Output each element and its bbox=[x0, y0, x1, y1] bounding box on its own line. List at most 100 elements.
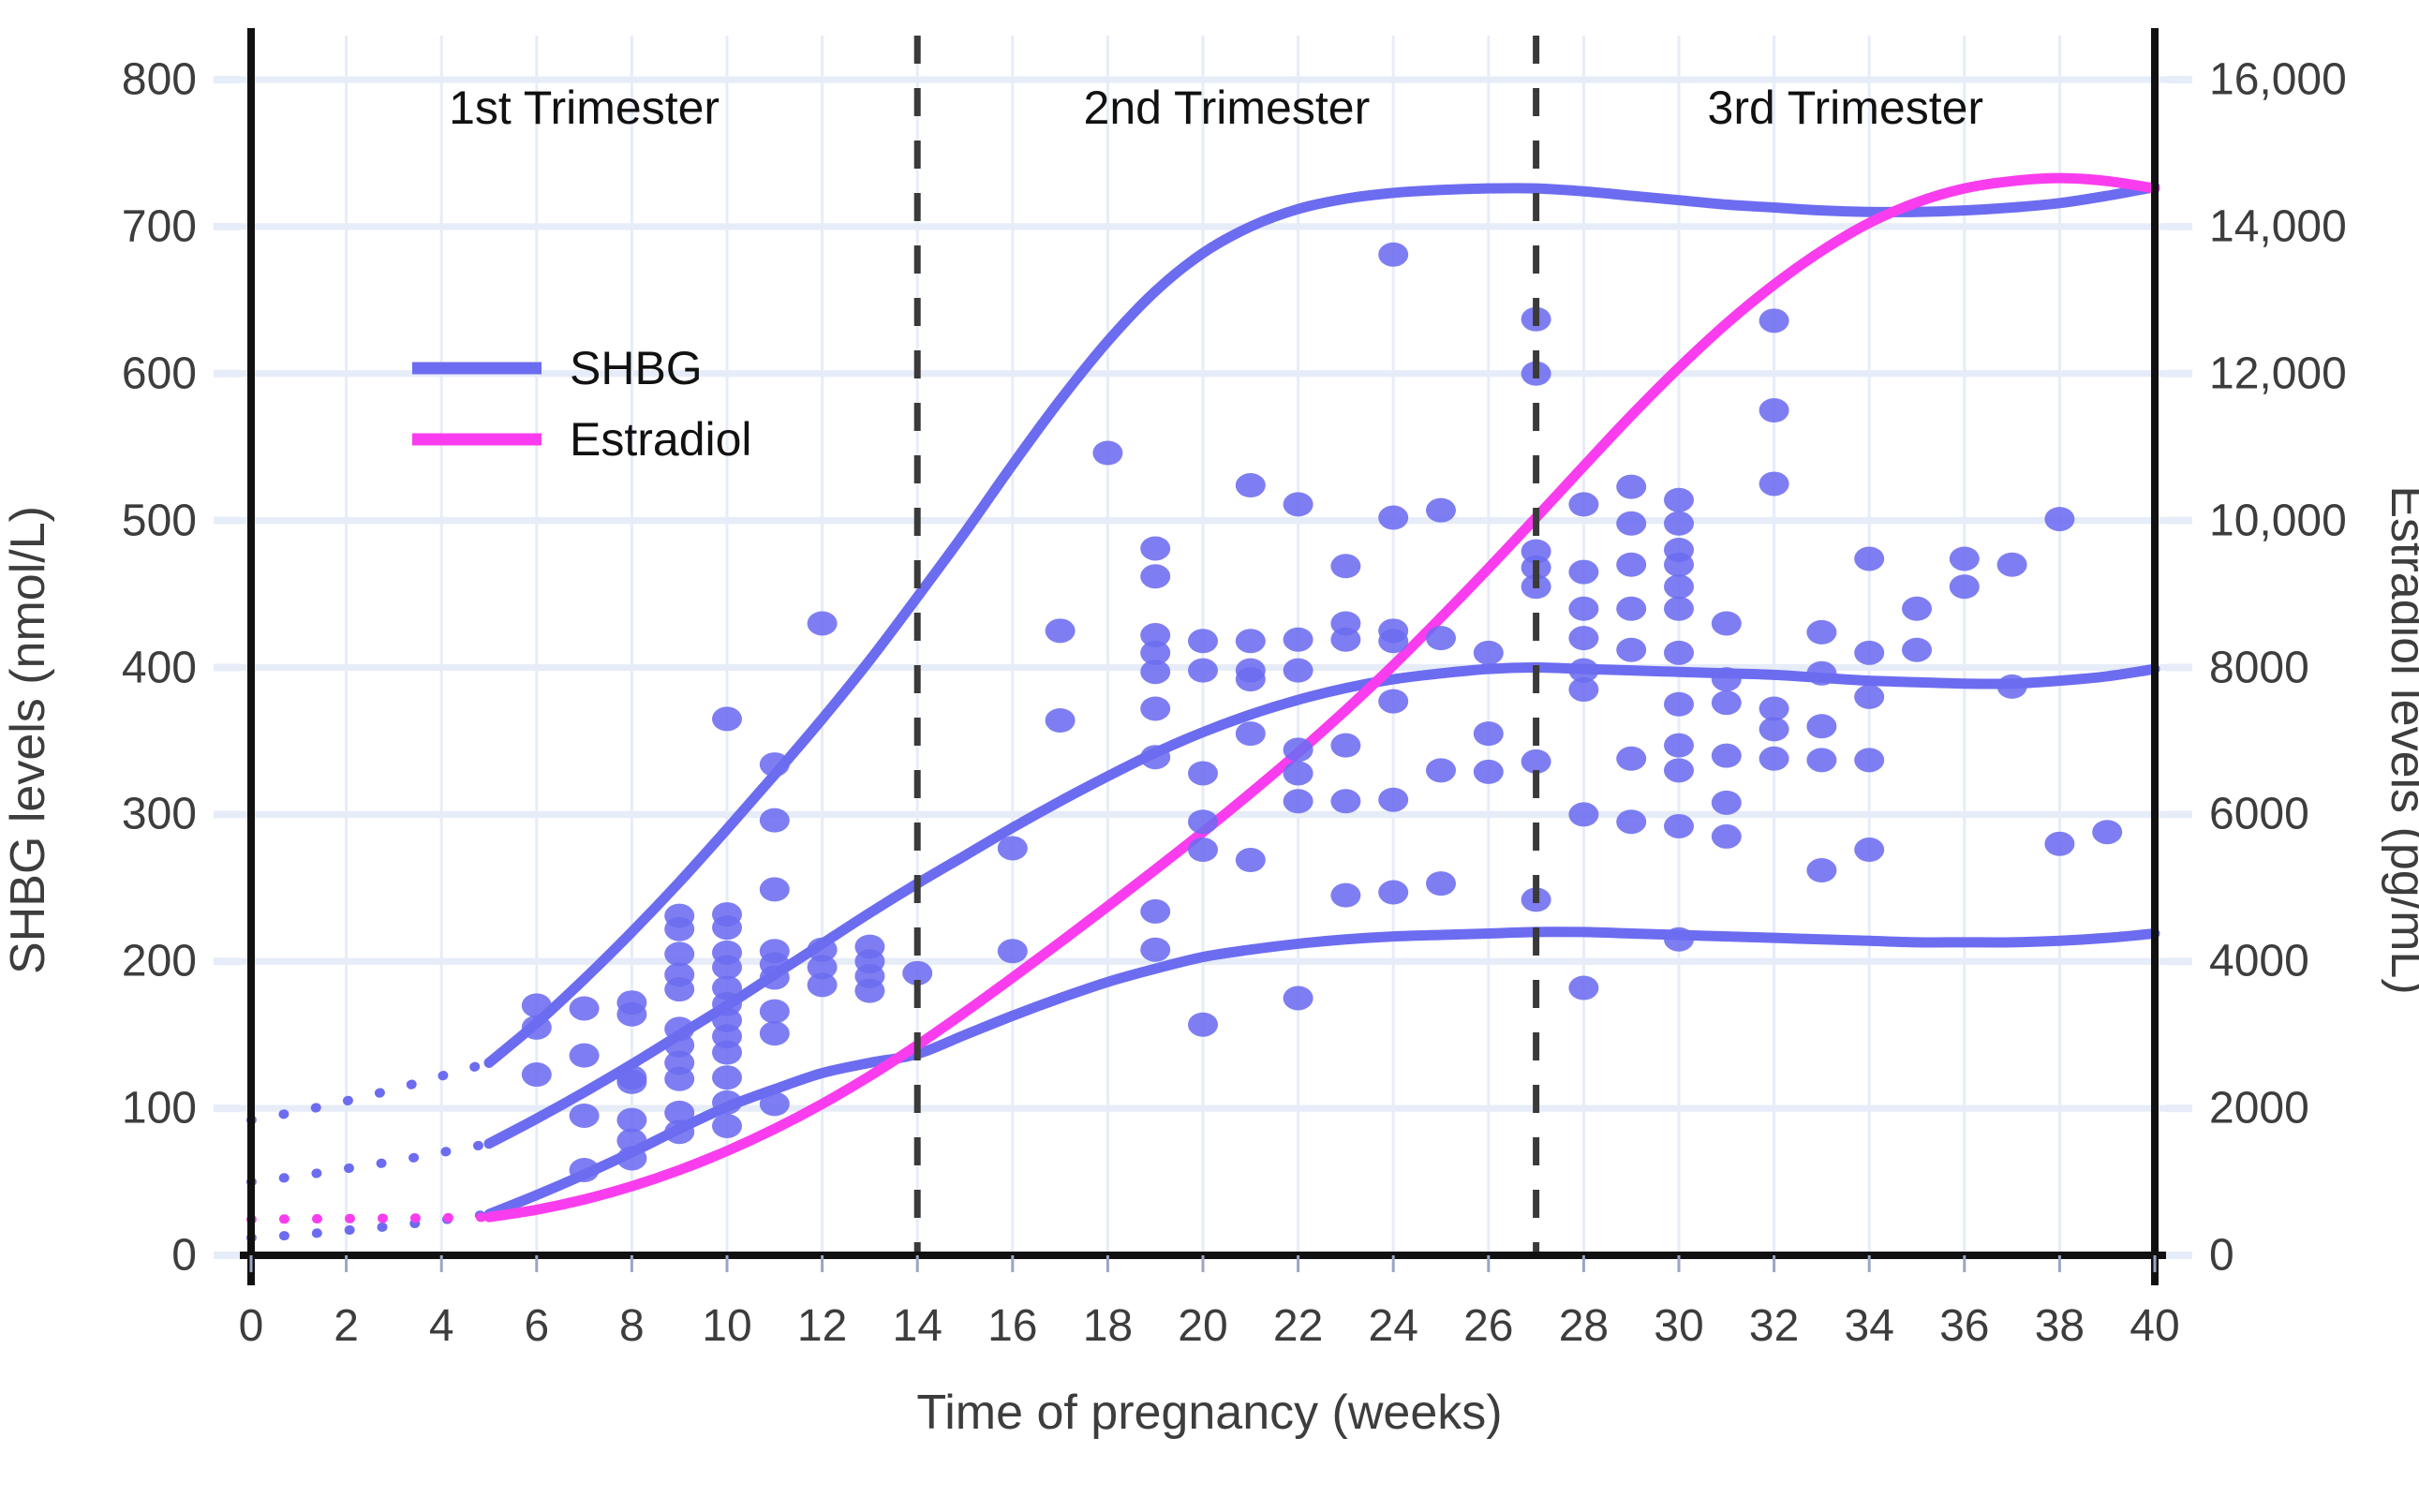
x-axis-title: Time of pregnancy (weeks) bbox=[916, 1386, 1503, 1440]
y-axis-left-tick-label: 100 bbox=[121, 1083, 197, 1134]
scatter-point bbox=[1711, 611, 1742, 636]
scatter-point bbox=[1711, 823, 1742, 849]
scatter-point bbox=[1330, 789, 1361, 814]
scatter-point bbox=[1568, 677, 1599, 703]
scatter-point bbox=[1902, 596, 1932, 621]
scatter-point bbox=[1616, 474, 1647, 499]
scatter-point bbox=[1140, 696, 1171, 721]
x-axis-tick-label: 18 bbox=[1082, 1301, 1134, 1351]
scatter-point bbox=[1616, 511, 1647, 536]
scatter-point bbox=[664, 1032, 695, 1058]
x-axis-tick-label: 32 bbox=[1748, 1301, 1800, 1351]
x-axis-tick-label: 0 bbox=[238, 1301, 264, 1351]
x-axis-tick-label: 20 bbox=[1178, 1301, 1228, 1351]
scatter-point bbox=[1759, 696, 1789, 721]
scatter-point bbox=[1664, 487, 1694, 512]
x-axis-tick-label: 4 bbox=[428, 1301, 454, 1351]
scatter-point bbox=[712, 706, 742, 732]
x-axis-tick-label: 6 bbox=[524, 1301, 550, 1351]
scatter-point bbox=[616, 1128, 647, 1153]
scatter-point bbox=[1568, 802, 1599, 827]
series-line-shbg-lower-percentile bbox=[483, 926, 2160, 1220]
scatter-point bbox=[616, 1001, 647, 1027]
scatter-point bbox=[1473, 759, 1504, 784]
scatter-point bbox=[1283, 789, 1313, 814]
scatter-point bbox=[1759, 308, 1789, 334]
scatter-point bbox=[1235, 473, 1266, 498]
scatter-point bbox=[1664, 733, 1694, 758]
y-axis-right-tick-label: 12,000 bbox=[2209, 348, 2347, 399]
scatter-point bbox=[1378, 242, 1409, 267]
scatter-point bbox=[1711, 667, 1742, 692]
scatter-point bbox=[1283, 627, 1313, 652]
scatter-point bbox=[521, 1015, 552, 1040]
scatter-point bbox=[1140, 536, 1171, 561]
scatter-point bbox=[569, 1043, 600, 1068]
scatter-point bbox=[1521, 749, 1551, 774]
scatter-point bbox=[616, 1107, 647, 1133]
scatter-point bbox=[1140, 937, 1171, 962]
scatter-point bbox=[1711, 690, 1742, 716]
scatter-point bbox=[2044, 507, 2075, 532]
scatter-point bbox=[712, 955, 742, 980]
scatter-point bbox=[1330, 733, 1361, 758]
scatter-point bbox=[1378, 629, 1409, 654]
scatter-point bbox=[1235, 721, 1266, 747]
scatter-point bbox=[1045, 618, 1076, 644]
scatter-point bbox=[1568, 596, 1599, 621]
scatter-point bbox=[712, 1040, 742, 1065]
scatter-point bbox=[1140, 898, 1171, 924]
series-line-shbg-upper-percentile bbox=[483, 182, 2160, 1068]
scatter-point bbox=[664, 1066, 695, 1091]
series-line-dashed-shbg-upper-percentile bbox=[246, 1058, 494, 1125]
scatter-point bbox=[1949, 546, 1980, 571]
scatter-point bbox=[1854, 748, 1885, 773]
y-axis-right-tick-label: 0 bbox=[2209, 1230, 2234, 1281]
scatter-point bbox=[664, 1100, 695, 1125]
y-axis-right-tick-label: 16,000 bbox=[2209, 54, 2347, 105]
x-axis-tick-label: 24 bbox=[1368, 1301, 1418, 1351]
scatter-point bbox=[1616, 809, 1647, 835]
y-axis-right-tick-label: 14,000 bbox=[2209, 201, 2347, 252]
scatter-point bbox=[1664, 758, 1694, 783]
y-axis-right-tick-label: 10,000 bbox=[2209, 496, 2347, 546]
y-axis-left-tick-label: 600 bbox=[121, 348, 197, 399]
scatter-point bbox=[1568, 626, 1599, 651]
scatter-point bbox=[1616, 596, 1647, 621]
scatter-point bbox=[1568, 975, 1599, 1001]
scatter-point bbox=[1140, 640, 1171, 665]
legend-label-estradiol: Estradiol bbox=[570, 413, 752, 466]
y-axis-left-tick-label: 0 bbox=[171, 1230, 197, 1281]
scatter-point bbox=[1473, 721, 1504, 747]
scatter-point bbox=[1140, 660, 1171, 685]
scatter-point bbox=[1854, 838, 1885, 863]
scatter-point bbox=[2092, 820, 2123, 845]
scatter-point bbox=[1473, 640, 1504, 665]
scatter-point bbox=[1806, 660, 1837, 686]
scatter-point bbox=[1283, 986, 1313, 1011]
x-axis-tick-label: 28 bbox=[1558, 1301, 1610, 1351]
scatter-point bbox=[1283, 658, 1313, 683]
scatter-point bbox=[759, 752, 790, 778]
scatter-point bbox=[807, 955, 838, 980]
series-line-dashed-shbg-median bbox=[246, 1138, 494, 1187]
scatter-point bbox=[807, 972, 838, 998]
scatter-point bbox=[1759, 717, 1789, 742]
scatter-point bbox=[1188, 761, 1218, 786]
scatter-point bbox=[1330, 882, 1361, 908]
x-axis-tick-label: 22 bbox=[1272, 1301, 1324, 1351]
y-axis-left-tick-label: 500 bbox=[121, 496, 197, 546]
scatter-point bbox=[759, 1021, 790, 1046]
scatter-point bbox=[1140, 623, 1171, 648]
scatter-point bbox=[1283, 737, 1313, 763]
scatter-point bbox=[664, 941, 695, 967]
y-axis-right-tick-label: 2000 bbox=[2209, 1083, 2309, 1134]
scatter-point bbox=[1283, 761, 1313, 786]
trimester-label: 3rd Trimester bbox=[1707, 82, 1984, 134]
scatter-point bbox=[1664, 813, 1694, 838]
scatter-point bbox=[1949, 574, 1980, 600]
scatter-point bbox=[1426, 871, 1456, 897]
scatter-point bbox=[569, 1103, 600, 1128]
